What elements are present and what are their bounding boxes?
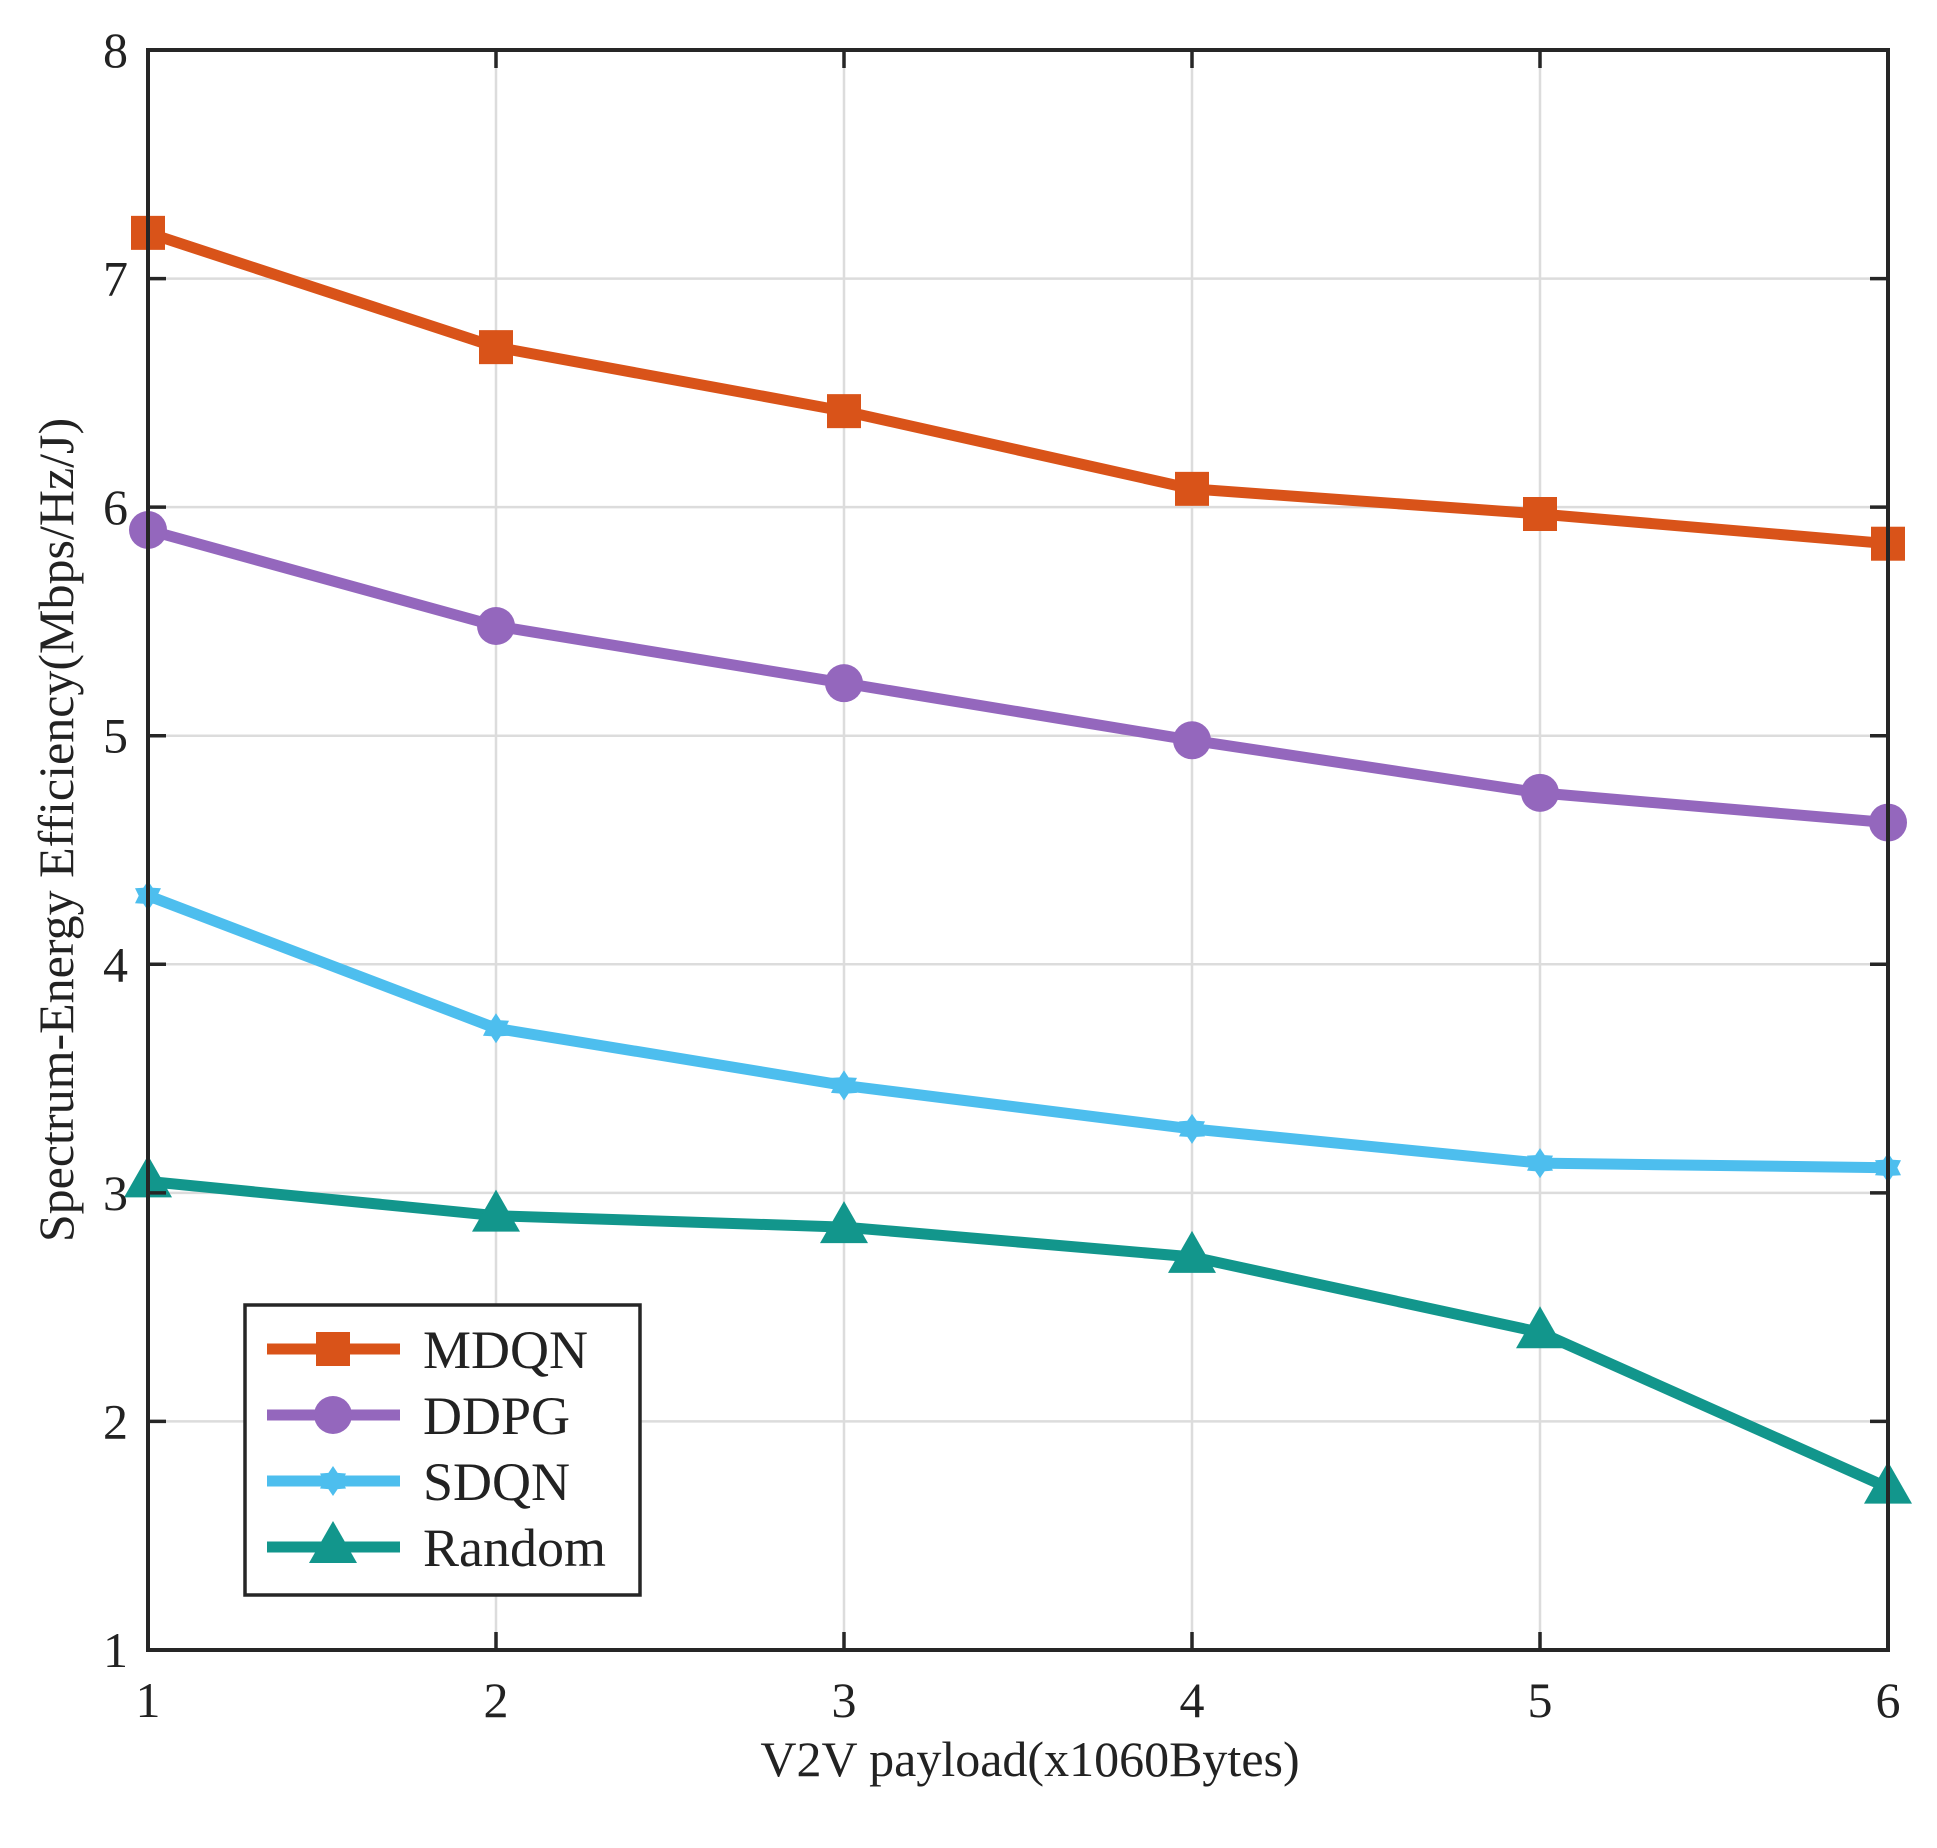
x-tick-label: 2 xyxy=(484,1672,509,1728)
y-axis-label: Spectrum-Energy Efficiency(Mbps/Hz/J) xyxy=(28,418,84,1242)
data-point-mdqn xyxy=(479,330,513,365)
legend-marker-random xyxy=(309,1520,357,1563)
x-tick-label: 5 xyxy=(1528,1672,1553,1728)
data-point-random xyxy=(820,1201,868,1244)
legend-item-ddpg: DDPG xyxy=(267,1386,570,1446)
legend-label-sdqn: SDQN xyxy=(423,1452,570,1512)
y-tick-label: 1 xyxy=(103,1622,128,1678)
series-ddpg xyxy=(129,511,1907,842)
data-point-random xyxy=(472,1189,520,1232)
series-line-sdqn xyxy=(142,890,1894,1174)
legend-item-random: Random xyxy=(267,1518,606,1578)
legend-label-mdqn: MDQN xyxy=(423,1320,588,1380)
data-point-mdqn xyxy=(1523,497,1557,531)
data-point-random xyxy=(1168,1230,1216,1273)
y-tick-label: 3 xyxy=(103,1165,128,1221)
y-tick-label: 6 xyxy=(103,479,128,535)
y-tick-label: 5 xyxy=(103,708,128,764)
data-point-sdqn xyxy=(1527,1148,1553,1179)
y-tick-label: 2 xyxy=(103,1393,128,1449)
axes xyxy=(146,48,1890,1652)
legend-item-sdqn: SDQN xyxy=(267,1452,570,1512)
y-tick-label: 7 xyxy=(103,251,128,307)
tick-labels: 1 2 3 4 5 6 1 2 3 4 5 6 7 8 xyxy=(103,22,1901,1728)
x-tick-label: 1 xyxy=(136,1672,161,1728)
data-point-ddpg xyxy=(1173,721,1211,760)
data-point-sdqn xyxy=(1179,1113,1205,1144)
data-point-ddpg xyxy=(825,664,863,703)
series-sdqn xyxy=(135,880,1901,1183)
data-point-sdqn xyxy=(483,1013,509,1044)
data-point-ddpg xyxy=(477,607,515,645)
data-point-mdqn xyxy=(1175,471,1209,506)
x-axis-label: V2V payload(x1060Bytes) xyxy=(760,1731,1299,1787)
series-line-mdqn xyxy=(142,227,1894,550)
x-tick-label: 4 xyxy=(1180,1672,1205,1728)
data-point-ddpg xyxy=(1521,773,1559,812)
y-tick-label: 4 xyxy=(103,936,128,992)
legend-label-random: Random xyxy=(423,1518,606,1578)
data-point-sdqn xyxy=(831,1070,857,1101)
legend-label-ddpg: DDPG xyxy=(423,1386,570,1446)
grid xyxy=(148,50,1888,1650)
legend-item-mdqn: MDQN xyxy=(267,1320,588,1380)
legend-marker-sdqn xyxy=(320,1466,346,1496)
series-line-random xyxy=(142,1175,1894,1494)
data-point-random xyxy=(1516,1306,1564,1349)
legend-marker-mdqn xyxy=(316,1332,350,1366)
x-tick-label: 6 xyxy=(1876,1672,1901,1728)
series-line-ddpg xyxy=(142,524,1894,829)
plot-frame xyxy=(146,48,1890,1652)
legend-marker-ddpg xyxy=(314,1396,352,1434)
x-tick-label: 3 xyxy=(832,1672,857,1728)
y-tick-label: 8 xyxy=(103,22,128,78)
data-point-mdqn xyxy=(827,394,861,429)
